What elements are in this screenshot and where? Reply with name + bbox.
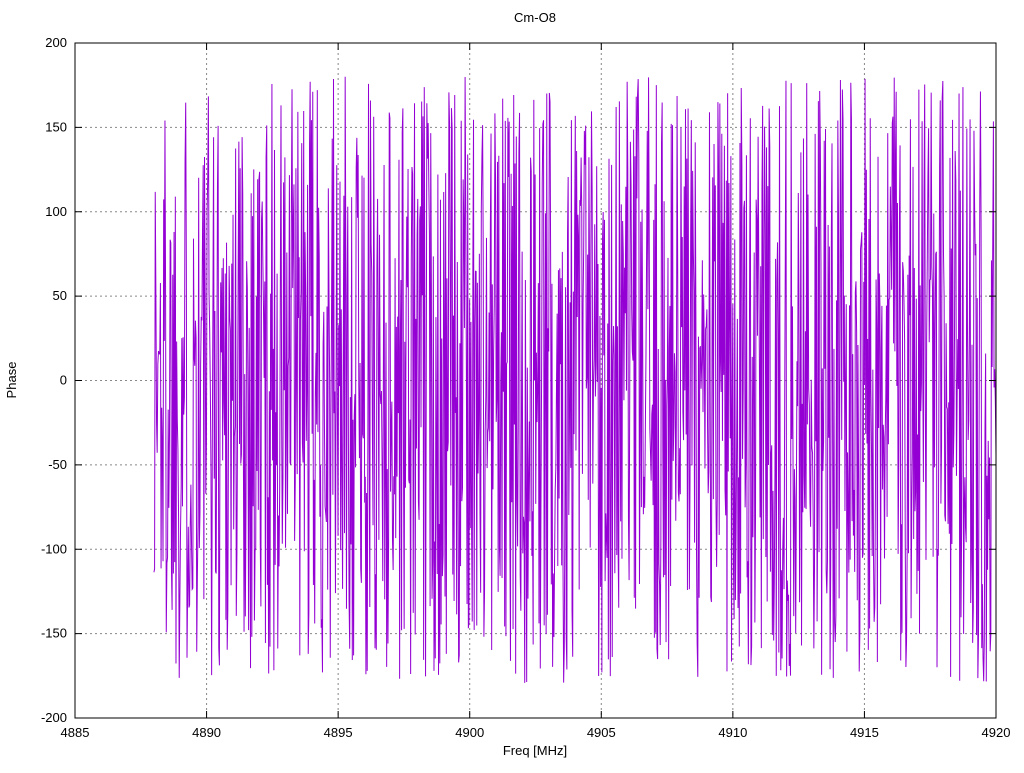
y-tick-label: 50 xyxy=(53,288,67,303)
y-tick-label: -200 xyxy=(41,710,67,725)
x-tick-label: 4915 xyxy=(850,725,879,740)
y-tick-label: -50 xyxy=(48,457,67,472)
x-tick-label: 4900 xyxy=(455,725,484,740)
x-tick-label: 4905 xyxy=(587,725,616,740)
x-tick-label: 4890 xyxy=(192,725,221,740)
y-tick-label: 100 xyxy=(45,204,67,219)
x-tick-label: 4895 xyxy=(324,725,353,740)
y-tick-label: 150 xyxy=(45,119,67,134)
y-tick-label: 200 xyxy=(45,35,67,50)
y-tick-label: -150 xyxy=(41,626,67,641)
x-tick-label: 4910 xyxy=(718,725,747,740)
x-tick-label: 4920 xyxy=(982,725,1011,740)
x-tick-label: 4885 xyxy=(61,725,90,740)
y-tick-label: -100 xyxy=(41,541,67,556)
phase-trace xyxy=(153,76,997,683)
tick-marks xyxy=(74,42,997,719)
phase-trace xyxy=(153,76,997,683)
y-axis-label: Phase xyxy=(4,362,19,399)
y-tick-label: 0 xyxy=(60,373,67,388)
chart-title: Cm-O8 xyxy=(514,10,556,25)
x-axis-label: Freq [MHz] xyxy=(503,743,567,758)
tick-labels: 4885 4890 4895 4900 4905 4910 4915 4920 -200 -150… xyxy=(41,35,1010,740)
